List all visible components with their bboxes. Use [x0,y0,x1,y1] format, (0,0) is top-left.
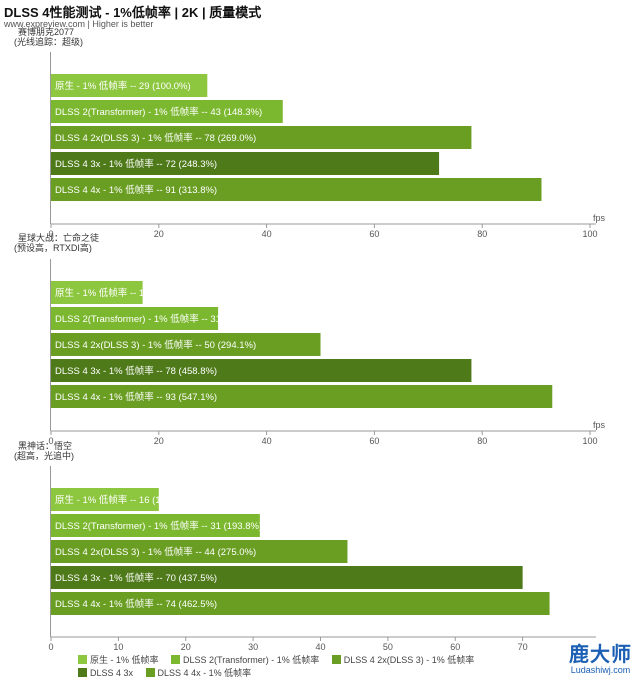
watermark-logo: 鹿大师 [569,644,632,666]
x-tick-label: 10 [113,642,123,652]
x-unit-label: fps [593,420,606,430]
chart-subtitle: www.expreview.com | Higher is better [4,19,154,29]
x-tick-label: 30 [248,642,258,652]
x-tick-label: 50 [383,642,393,652]
bar [51,488,159,511]
bar [51,540,348,563]
bar-data-label: DLSS 4 4x - 1% 低帧率 -- 93 (547.1%) [55,391,217,403]
legend-swatch [78,655,87,664]
legend-label: DLSS 4 4x - 1% 低帧率 [157,668,252,678]
bar [51,359,472,382]
bar [51,178,542,201]
legend-item-native: 原生 - 1% 低帧率 [78,654,159,667]
panel-subtitle: (光线追踪：超级) [14,36,83,47]
x-tick-label: 60 [450,642,460,652]
bar [51,592,550,615]
legend-label: 原生 - 1% 低帧率 [90,655,159,665]
x-tick-label: 40 [315,642,325,652]
bar-data-label: DLSS 4 2x(DLSS 3) - 1% 低帧率 -- 50 (294.1%… [55,339,256,351]
x-tick-label: 80 [477,229,487,239]
legend-label: DLSS 2(Transformer) - 1% 低帧率 [183,655,320,665]
x-tick-label: 100 [582,229,597,239]
bar [51,333,321,356]
x-tick-label: 100 [582,436,597,446]
legend: 原生 - 1% 低帧率 DLSS 2(Transformer) - 1% 低帧率… [78,654,548,680]
bar-data-label: DLSS 2(Transformer) - 1% 低帧率 -- 31 (182.… [55,313,262,325]
bar-data-label: DLSS 4 3x - 1% 低帧率 -- 70 (437.5%) [55,572,217,584]
bar-data-label: 原生 - 1% 低帧率 -- 17 (100.0%) [55,287,191,299]
bar [51,126,472,149]
bar [51,307,219,330]
bar-data-label: DLSS 4 2x(DLSS 3) - 1% 低帧率 -- 78 (269.0%… [55,132,256,144]
bar-data-label: DLSS 4 2x(DLSS 3) - 1% 低帧率 -- 44 (275.0%… [55,546,256,558]
bar-data-label: DLSS 2(Transformer) - 1% 低帧率 -- 43 (148.… [55,106,262,118]
legend-swatch [145,668,155,677]
bar [51,281,143,304]
panel-subtitle: (预设高，RTXDI高) [14,242,92,253]
bar-data-label: 原生 - 1% 低帧率 -- 16 (100.0%) [55,494,191,506]
bar-data-label: DLSS 4 4x - 1% 低帧率 -- 74 (462.5%) [55,598,217,610]
legend-swatch [78,668,87,677]
legend-label: DLSS 4 2x(DLSS 3) - 1% 低帧率 [343,655,475,665]
x-tick-label: 20 [154,436,164,446]
x-tick-label: 20 [154,229,164,239]
x-tick-label: 80 [477,436,487,446]
x-tick-label: 60 [369,436,379,446]
x-tick-label: 70 [518,642,528,652]
panel-subtitle: (超高，光追中) [14,450,74,461]
x-tick-label: 0 [48,642,53,652]
legend-item-dlss4-4x: DLSS 4 4x - 1% 低帧率 [145,667,252,680]
x-tick-label: 0 [48,229,53,239]
legend-item-dlss4-2x: DLSS 4 2x(DLSS 3) - 1% 低帧率 [331,654,475,667]
bar [51,514,260,537]
x-tick-label: 40 [262,436,272,446]
x-tick-label: 20 [181,642,191,652]
bar [51,74,208,97]
x-tick-label: 40 [262,229,272,239]
bar-data-label: DLSS 2(Transformer) - 1% 低帧率 -- 31 (193.… [55,520,262,532]
bar-data-label: DLSS 4 4x - 1% 低帧率 -- 91 (313.8%) [55,184,217,196]
panel-title: 黑神话：悟空 [18,440,72,451]
legend-swatch [331,655,341,664]
legend-item-dlss4-3x: DLSS 4 3x [78,667,133,680]
x-unit-label: fps [593,213,606,223]
panel-title: 赛博朋克2077 [18,26,74,37]
bar [51,566,523,589]
panel-title: 星球大战：亡命之徒 [18,232,99,243]
legend-swatch [171,655,181,664]
watermark: 鹿大师 Ludashiwj.com [569,638,632,675]
bar-data-label: DLSS 4 3x - 1% 低帧率 -- 72 (248.3%) [55,158,217,170]
watermark-url: Ludashiwj.com [570,665,631,675]
legend-item-dlss2: DLSS 2(Transformer) - 1% 低帧率 [171,654,319,667]
bar [51,152,440,175]
legend-label: DLSS 4 3x [90,668,134,678]
x-tick-label: 0 [48,436,53,446]
bar-data-label: 原生 - 1% 低帧率 -- 29 (100.0%) [55,80,191,92]
bar [51,100,283,123]
bar [51,385,553,408]
bar-data-label: DLSS 4 3x - 1% 低帧率 -- 78 (458.8%) [55,365,217,377]
x-tick-label: 60 [369,229,379,239]
chart-title: DLSS 4性能测试 - 1%低帧率 | 2K | 质量模式 [4,5,262,20]
